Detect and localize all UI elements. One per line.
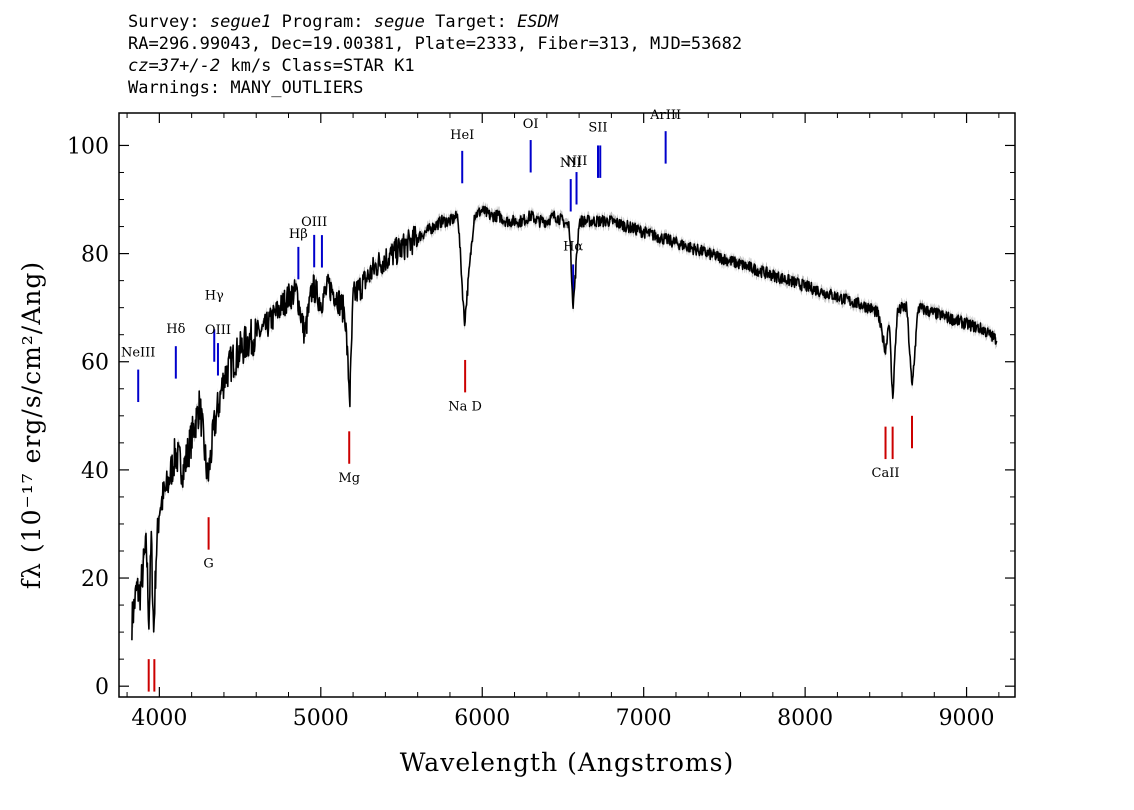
- y-tick-label: 100: [67, 134, 109, 159]
- program-value: segue: [373, 12, 425, 32]
- y-tick-label: 80: [81, 243, 109, 268]
- emission-line-label: HeI: [450, 128, 474, 143]
- absorption-line-label: Na D: [448, 399, 482, 414]
- y-axis-label: fλ (10⁻¹⁷ erg/s/cm²/Ang): [17, 261, 46, 589]
- axis-ticks: 4000 5000 6000 7000 8000 9000 0 20 40 60 80 100: [67, 113, 1015, 731]
- spectrum-header: Survey: segue1 Program: segue Target: ES…: [128, 11, 742, 99]
- spectrum-error-band: [131, 201, 997, 646]
- emission-line-label: OIII: [301, 215, 327, 230]
- emission-line-label: OI: [523, 117, 539, 132]
- emission-line-label: Hδ: [166, 322, 185, 337]
- absorption-line-label: Mg: [338, 471, 360, 486]
- emission-line-label: NII: [560, 156, 582, 171]
- emission-line-label: Hα: [563, 239, 583, 254]
- emission-line-label: ArIII: [649, 108, 681, 123]
- class-value: km/s Class=STAR K1: [230, 56, 415, 76]
- survey-value: segue1: [209, 12, 272, 32]
- x-tick-label: 9000: [939, 706, 995, 731]
- spectrum-series: [131, 201, 998, 646]
- x-tick-label: 4000: [131, 706, 187, 731]
- y-tick-label: 0: [95, 675, 109, 700]
- survey-label: Survey:: [128, 12, 200, 32]
- header-coords-line: RA=296.99043, Dec=19.00381, Plate=2333, …: [128, 34, 743, 54]
- header-redshift-line: cz=37+/-2 km/s Class=STAR K1: [128, 55, 742, 77]
- emission-line-label: Hγ: [205, 288, 224, 303]
- x-tick-label: 8000: [777, 706, 833, 731]
- x-tick-label: 5000: [293, 706, 349, 731]
- absorption-line-label: CaII: [872, 466, 900, 481]
- header-survey-line: Survey: segue1 Program: segue Target: ES…: [128, 11, 742, 33]
- y-tick-label: 20: [81, 567, 109, 592]
- header-warnings-line: Warnings: MANY_OUTLIERS: [128, 78, 364, 98]
- redshift-value: cz=37+/-2: [128, 56, 221, 76]
- absorption-line-label: G: [203, 557, 213, 572]
- spectral-line-markers: NeIIIHδHγOIIIHβOIIIHeIOINIIHαNIISIIArIII…: [121, 108, 914, 692]
- target-value: ESDM: [517, 12, 559, 32]
- x-tick-label: 6000: [454, 706, 510, 731]
- x-axis-label: Wavelength (Angstroms): [400, 748, 734, 777]
- spectrum-line: [131, 205, 998, 641]
- program-label: Program:: [281, 12, 364, 32]
- emission-line-label: OIII: [205, 323, 231, 338]
- y-tick-label: 60: [81, 351, 109, 376]
- emission-line-label: NeIII: [121, 346, 155, 361]
- plot-frame: [118, 112, 1016, 698]
- y-tick-label: 40: [81, 459, 109, 484]
- emission-line-label: NII: [566, 154, 588, 169]
- x-tick-label: 7000: [616, 706, 672, 731]
- emission-line-label: Hβ: [289, 227, 308, 242]
- emission-line-label: SII: [588, 120, 607, 135]
- target-label: Target:: [435, 12, 507, 32]
